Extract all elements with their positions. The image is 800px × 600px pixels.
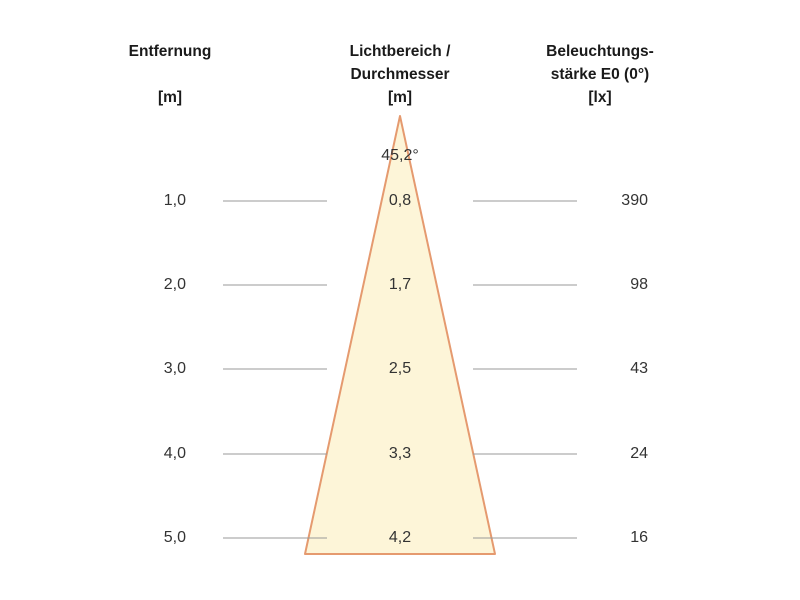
lux-value-row-1: 390 [621,192,648,209]
row-rules [223,200,577,539]
distance-value-row-2: 2,0 [163,276,186,293]
distance-header: Entfernung [m] [110,40,230,109]
distance-value-row-3: 3,0 [163,360,186,377]
diameter-value-row-1: 0,8 [388,192,412,209]
lux-value-row-5: 16 [630,529,648,546]
illuminance-header: Beleuchtungs- stärke E0 (0°) [lx] [520,40,680,109]
illuminance-header-unit: [lx] [588,89,612,106]
distance-value-row-5: 5,0 [163,529,186,546]
lux-value-row-4: 24 [630,445,648,462]
beam-angle-label: 45,2° [381,147,419,164]
beam-header-subtitle: Durchmesser [350,66,450,83]
beam-header-title: Lichtbereich / [349,43,451,60]
distance-header-title: Entfernung [128,43,212,60]
beam-header: Lichtbereich / Durchmesser [m] [320,40,480,109]
illuminance-header-title: Beleuchtungs- [546,43,654,60]
diameter-value-row-4: 3,3 [388,445,412,462]
diameter-value-row-2: 1,7 [388,276,412,293]
beam-header-unit: [m] [387,89,413,106]
distance-value-row-1: 1,0 [163,192,186,209]
lux-value-row-3: 43 [630,360,648,377]
distance-header-unit: [m] [157,89,183,106]
illuminance-header-subtitle: stärke E0 (0°) [550,66,650,83]
distance-value-row-4: 4,0 [163,445,186,462]
diameter-value-row-3: 2,5 [388,360,412,377]
diameter-value-row-5: 4,2 [388,529,412,546]
light-cone [304,115,496,555]
lux-value-row-2: 98 [630,276,648,293]
